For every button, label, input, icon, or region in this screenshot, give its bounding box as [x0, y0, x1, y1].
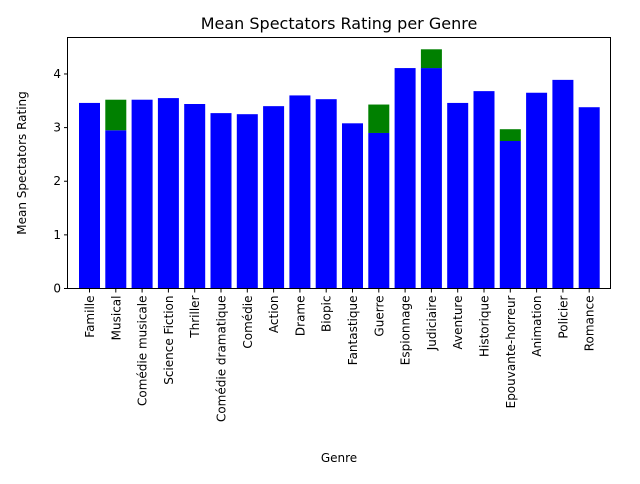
x-tick-label: Romance	[583, 296, 597, 352]
x-tick-label: Science Fiction	[162, 296, 176, 385]
x-tick-label: Famille	[83, 296, 97, 338]
x-tick-label: Comédie	[241, 296, 255, 349]
x-axis-label: Genre	[321, 451, 357, 465]
x-tick-label: Aventure	[451, 296, 465, 350]
bars-layer	[79, 49, 600, 289]
bar-aventure-series-1	[447, 102, 469, 289]
bar-drame-series-1	[289, 95, 311, 289]
bar-judiciaire-series-2	[420, 49, 442, 69]
x-tick-label: Drame	[293, 296, 307, 337]
x-tick-label: Comédie musicale	[136, 296, 150, 407]
bar-guerre-series-2	[368, 104, 390, 133]
bar-judiciaire-series-1	[420, 68, 442, 289]
y-axis: 0 1 2 3 4	[53, 67, 68, 296]
bar-guerre-series-1	[368, 132, 390, 289]
y-tick-label: 1	[53, 228, 61, 242]
x-tick-label: Musical	[109, 296, 123, 341]
chart-title: Mean Spectators Rating per Genre	[201, 14, 478, 33]
bar-espionnage-series-1	[394, 68, 416, 289]
bar-epouvante-horreur-series-1	[499, 141, 521, 289]
x-tick-label: Biopic	[320, 296, 334, 332]
bar-romance-series-1	[578, 107, 600, 289]
bar-thriller-series-1	[184, 104, 206, 289]
bar-com-die-series-1	[236, 114, 258, 289]
bar-musical-series-2	[105, 99, 127, 131]
bar-epouvante-horreur-series-2	[499, 129, 521, 142]
x-tick-label: Comédie dramatique	[215, 296, 229, 423]
y-tick-label: 2	[53, 174, 61, 188]
x-axis: Famille Musical Comédie musicale Science Fi…	[83, 288, 597, 423]
bar-biopic-series-1	[315, 99, 337, 289]
x-tick-label: Action	[267, 296, 281, 334]
bar-policier-series-1	[552, 79, 574, 289]
bar-science-fiction-series-1	[157, 98, 179, 289]
bar-animation-series-1	[526, 92, 548, 289]
bar-musical-series-1	[105, 130, 127, 289]
plot-frame	[67, 37, 611, 289]
bar-fantastique-series-1	[342, 123, 363, 289]
bar-action-series-1	[263, 106, 285, 289]
x-tick-label: Fantastique	[346, 296, 360, 366]
y-tick-label: 0	[53, 282, 61, 296]
bar-com-die-musicale-series-1	[131, 99, 153, 289]
x-tick-label: Policier	[556, 295, 570, 338]
bar-famille-series-1	[79, 102, 100, 289]
x-tick-label: Animation	[530, 296, 544, 357]
bar-historique-series-1	[473, 91, 495, 289]
y-axis-label: Mean Spectators Rating	[15, 91, 29, 235]
y-tick-label: 3	[53, 121, 61, 135]
x-tick-label: Espionnage	[399, 296, 413, 366]
y-tick-label: 4	[53, 67, 61, 81]
x-tick-label: Historique	[478, 296, 492, 358]
bar-com-die-dramatique-series-1	[210, 113, 232, 289]
x-tick-label: Epouvante-horreur	[504, 295, 518, 408]
x-tick-label: Thriller	[188, 295, 202, 338]
x-tick-label: Guerre	[372, 296, 386, 337]
x-tick-label: Judiciaire	[425, 296, 439, 352]
